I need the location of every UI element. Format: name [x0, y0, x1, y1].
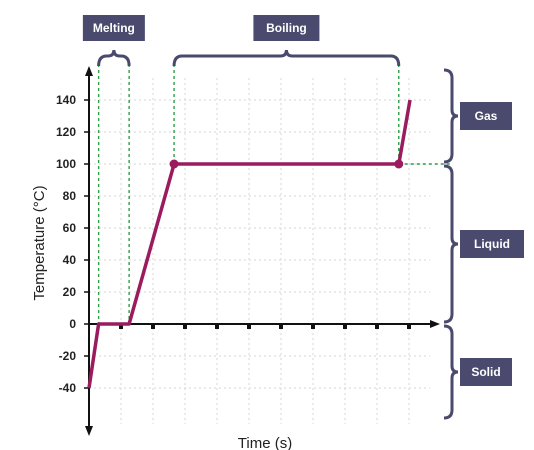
y-tick-label: 120	[56, 125, 76, 139]
x-tick-mark	[151, 325, 155, 329]
side-annotation-label: Liquid	[474, 237, 510, 251]
x-tick-mark	[215, 325, 219, 329]
side-bracket	[443, 324, 459, 420]
y-tick-label: 20	[63, 285, 77, 299]
side-annotation-label: Solid	[471, 365, 500, 379]
x-tick-mark	[279, 325, 283, 329]
x-tick-mark	[311, 325, 315, 329]
y-axis-arrow-down	[85, 426, 93, 436]
x-tick-mark	[183, 325, 187, 329]
y-axis-arrow-up	[85, 66, 93, 76]
x-tick-mark	[119, 325, 123, 329]
top-annotation-box	[253, 15, 320, 41]
side-annotation-box	[460, 102, 512, 130]
y-tick-label: 40	[63, 253, 77, 267]
guide-layer	[97, 64, 452, 324]
x-tick-mark	[375, 325, 379, 329]
phase-change-point	[394, 159, 404, 169]
annotation-layer: Melting Boiling Gas Liquid Solid	[82, 15, 524, 420]
y-tick-label: -40	[59, 381, 77, 395]
axis-layer: -40 -20 0 20 40 60 80 100 120 140	[56, 66, 440, 436]
x-axis-title: Time (s)	[238, 435, 292, 450]
side-bracket	[443, 68, 459, 164]
x-tick-mark	[247, 325, 251, 329]
x-axis-arrow	[430, 320, 440, 328]
y-tick-label: 80	[63, 189, 77, 203]
top-annotation-label: Boiling	[266, 21, 307, 35]
y-axis-title: Temperature (°C)	[31, 185, 48, 300]
x-tick-mark	[343, 325, 347, 329]
side-annotation-label: Gas	[475, 109, 498, 123]
top-bracket	[97, 49, 131, 67]
phase-change-point	[169, 159, 179, 169]
y-tick-label: 140	[56, 93, 76, 107]
grid-layer	[89, 78, 430, 424]
y-tick-label: 100	[56, 157, 76, 171]
top-bracket	[172, 49, 401, 67]
y-tick-label: 0	[69, 317, 76, 331]
side-annotation-box	[460, 230, 524, 258]
top-annotation-box	[82, 15, 145, 41]
y-tick-label: 60	[63, 221, 77, 235]
y-tick-label: -20	[59, 349, 77, 363]
side-annotation-box	[460, 358, 512, 386]
side-bracket	[443, 164, 459, 324]
series-layer	[87, 99, 412, 389]
temperature-line	[87, 99, 412, 389]
x-tick-mark	[407, 325, 411, 329]
top-annotation-label: Melting	[93, 21, 135, 35]
